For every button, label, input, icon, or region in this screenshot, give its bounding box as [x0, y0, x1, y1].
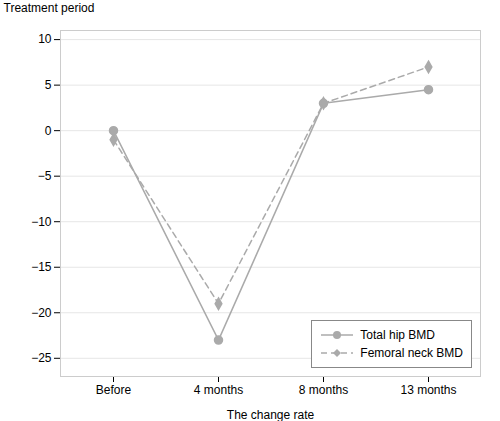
svg-text:−5: −5 [38, 169, 52, 183]
svg-text:8 months: 8 months [299, 383, 348, 397]
html-text:Total hip BMD: Total hip BMD [360, 328, 435, 342]
svg-text:5: 5 [45, 78, 52, 92]
svg-text:10: 10 [38, 32, 52, 46]
svg-text:The change rate: The change rate [227, 408, 315, 421]
svg-text:Treatment period: Treatment period [4, 1, 95, 15]
svg-text:4 months: 4 months [194, 383, 243, 397]
html-text:Femoral neck BMD: Femoral neck BMD [360, 346, 463, 360]
svg-text:13 months: 13 months [400, 383, 456, 397]
svg-text:−20: −20 [31, 306, 52, 320]
svg-text:0: 0 [45, 123, 52, 137]
svg-text:−10: −10 [31, 215, 52, 229]
svg-text:−25: −25 [31, 351, 52, 365]
svg-text:−15: −15 [31, 260, 52, 274]
svg-text:Before: Before [96, 383, 132, 397]
